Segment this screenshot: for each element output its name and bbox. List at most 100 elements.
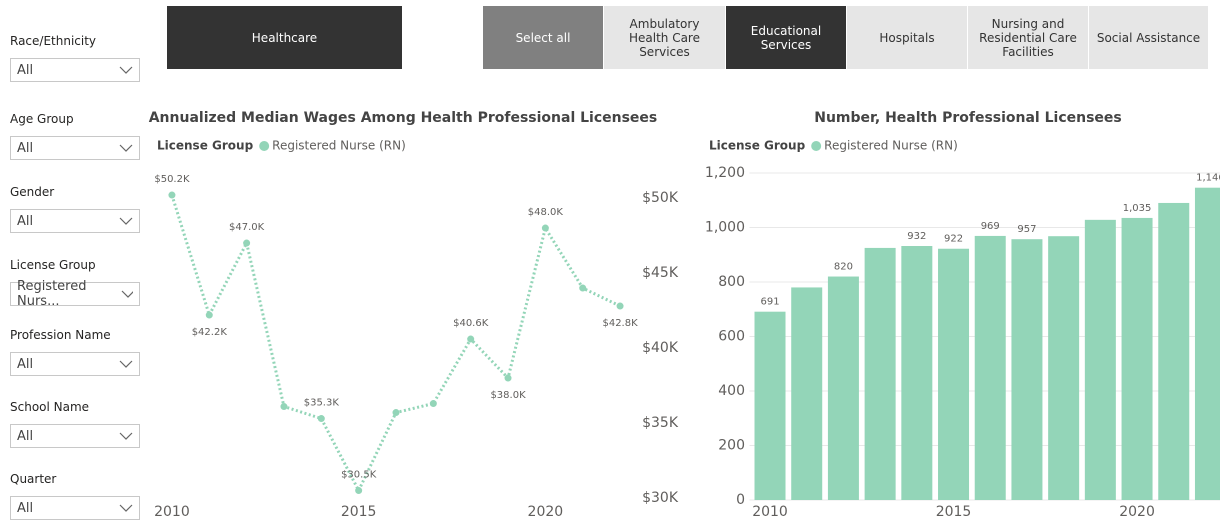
data-label: 1,146: [1196, 173, 1220, 184]
point: [467, 335, 475, 343]
chevron: [119, 504, 133, 512]
point: [317, 415, 325, 423]
slicer-button[interactable]: Ambulatory Health Care Services: [604, 6, 725, 69]
chevron: [119, 432, 133, 440]
bar: [827, 276, 859, 500]
x-tick-label: 2010: [154, 504, 190, 520]
dropdown-value: Registered Nurs...: [17, 279, 87, 309]
data-label: 922: [944, 234, 963, 245]
filter-label: Gender: [10, 185, 55, 199]
dropdown-value: All: [17, 500, 34, 516]
point: [579, 284, 587, 292]
data-label: $40.6K: [453, 318, 489, 329]
point: [280, 403, 288, 411]
bar: [938, 248, 970, 500]
data-label: $48.0K: [528, 207, 564, 218]
filter-label: Age Group: [10, 112, 74, 126]
dropdown-value: All: [17, 356, 34, 372]
slicer-button[interactable]: Select all: [483, 6, 603, 69]
filter-label: License Group: [10, 258, 96, 272]
point: [392, 409, 400, 417]
slicer-button[interactable]: Social Assistance: [1089, 6, 1208, 69]
slicer-button[interactable]: Nursing and Residential Care Facilities: [968, 6, 1088, 69]
legend-title: License Group: [709, 139, 806, 153]
filter-label: Profession Name: [10, 328, 111, 342]
bar: [901, 246, 933, 500]
x-tick-label: 2015: [936, 504, 972, 520]
dropdown[interactable]: All: [10, 352, 140, 376]
dropdown[interactable]: Registered Nurs...: [10, 279, 140, 309]
bar: [1048, 236, 1080, 501]
bar: [754, 311, 786, 500]
data-label: $42.8K: [602, 318, 638, 329]
point: [504, 374, 512, 382]
data-label: $42.2K: [192, 327, 228, 338]
bar: [864, 247, 896, 500]
y-tick-label: 0: [736, 492, 745, 508]
chevron: [119, 66, 133, 74]
y-tick-label: 800: [718, 274, 745, 290]
data-label: 969: [981, 221, 1000, 232]
bar: [1194, 187, 1220, 500]
chevron: [119, 217, 133, 225]
point: [429, 400, 437, 408]
y-tick-label: $40K: [642, 340, 679, 356]
dropdown[interactable]: All: [10, 424, 140, 448]
dropdown-value: All: [17, 428, 34, 444]
bar: [1121, 217, 1153, 500]
y-tick-label: $45K: [642, 265, 679, 281]
dropdown[interactable]: All: [10, 496, 140, 520]
x-tick-label: 2020: [528, 504, 564, 520]
filter: Age Group All: [10, 112, 140, 160]
dropdown[interactable]: All: [10, 58, 140, 82]
data-label: 1,035: [1123, 203, 1152, 214]
filter: School Name All: [10, 400, 140, 448]
y-tick-label: 400: [718, 383, 745, 399]
legend-marker: [259, 141, 270, 151]
chevron: [119, 144, 133, 152]
bar: [791, 287, 823, 500]
point: [541, 224, 549, 232]
filter: License Group Registered Nurs...: [10, 258, 140, 309]
x-tick-label: 2010: [752, 504, 788, 520]
data-label: $38.0K: [490, 390, 526, 401]
legend-title: License Group: [157, 139, 254, 153]
slicer-button[interactable]: Hospitals: [847, 6, 967, 69]
filter: Race/Ethnicity All: [10, 34, 140, 82]
data-label: 957: [1017, 224, 1036, 235]
filter-label: Quarter: [10, 472, 57, 486]
data-label: 691: [760, 297, 779, 308]
bar: [1084, 219, 1116, 500]
chevron: [121, 290, 133, 298]
slicer-button[interactable]: Healthcare: [167, 6, 402, 69]
chart-title: Annualized Median Wages Among Health Pro…: [149, 110, 658, 126]
legend-label: Registered Nurse (RN): [824, 139, 958, 153]
y-tick-label: $35K: [642, 415, 679, 431]
data-label: 932: [907, 231, 926, 242]
x-tick-label: 2020: [1119, 504, 1155, 520]
dropdown[interactable]: All: [10, 209, 140, 233]
dropdown-value: All: [17, 213, 34, 229]
point: [168, 191, 176, 199]
dropdown-value: All: [17, 140, 34, 156]
dropdown[interactable]: All: [10, 136, 140, 160]
y-tick-label: 600: [718, 328, 745, 344]
data-label: $50.2K: [154, 174, 190, 185]
bar: [974, 235, 1006, 501]
filter-label: Race/Ethnicity: [10, 34, 97, 48]
y-tick-label: 1,000: [705, 219, 745, 235]
dropdown-value: All: [17, 62, 34, 78]
data-label: 820: [834, 262, 853, 273]
x-tick-label: 2015: [341, 504, 377, 520]
filter: Gender All: [10, 185, 140, 233]
y-tick-label: 200: [718, 437, 745, 453]
y-tick-label: $30K: [642, 490, 679, 506]
point: [205, 311, 213, 319]
y-tick-label: $50K: [642, 190, 679, 206]
bar: [1158, 202, 1190, 500]
filter-label: School Name: [10, 400, 90, 414]
slicer-button[interactable]: Educational Services: [726, 6, 846, 69]
point: [355, 487, 363, 495]
